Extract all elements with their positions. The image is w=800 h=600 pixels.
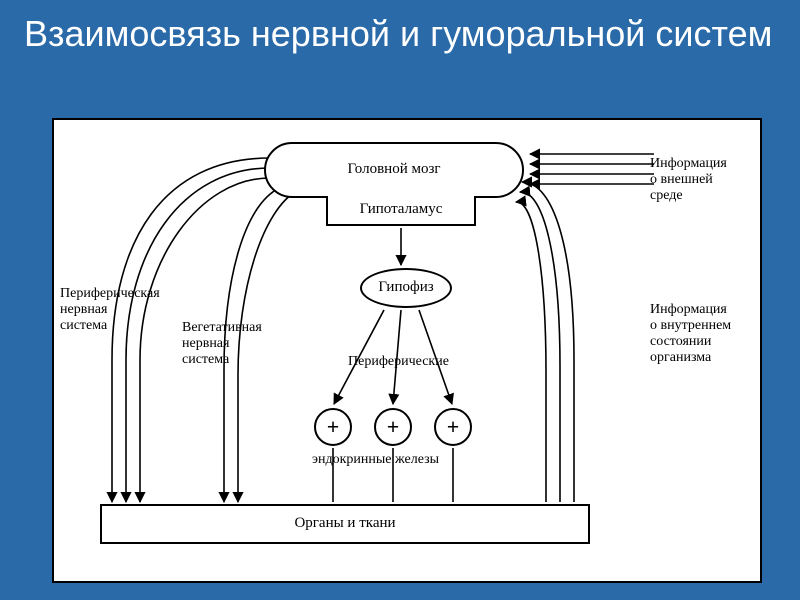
label-autonomic-ns: Вегетативная нервная система xyxy=(182,320,262,368)
gland-3-plus: + xyxy=(447,414,460,439)
gland-2: + xyxy=(374,408,412,446)
gland-1-plus: + xyxy=(327,414,340,439)
label-env-info: Информация о внешней среде xyxy=(650,156,727,204)
label-endocrine-glands: эндокринные железы xyxy=(312,452,439,468)
node-brain-label: Головной мозг xyxy=(347,161,440,178)
node-organs-label: Органы и ткани xyxy=(294,515,395,532)
label-internal-info: Информация о внутреннем состоянии органи… xyxy=(650,302,731,366)
node-hypothalamus-label: Гипоталамус xyxy=(360,201,443,218)
label-peripheral-ns: Периферическая нервная система xyxy=(60,286,160,334)
gland-1: + xyxy=(314,408,352,446)
node-hypothalamus: Гипоталамус xyxy=(326,196,476,226)
slide-title: Взаимосвязь нервной и гуморальной систем xyxy=(24,12,772,55)
label-peripheral-glands: Периферические xyxy=(348,354,449,370)
diagram-frame: Головной мозг Гипоталамус Гипофиз Перифе… xyxy=(52,118,762,583)
node-pituitary: Гипофиз xyxy=(360,268,452,308)
node-brain: Головной мозг xyxy=(264,142,524,198)
gland-2-plus: + xyxy=(387,414,400,439)
gland-3: + xyxy=(434,408,472,446)
node-organs: Органы и ткани xyxy=(100,504,590,544)
node-pituitary-label: Гипофиз xyxy=(378,279,433,296)
